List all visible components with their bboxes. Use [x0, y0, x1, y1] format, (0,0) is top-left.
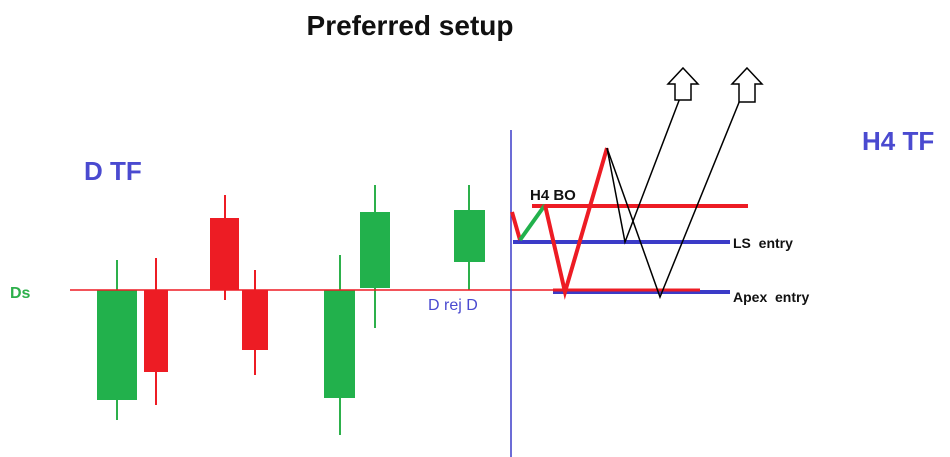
arrow-up	[666, 66, 700, 101]
zigzag-green	[518, 203, 547, 242]
ls-entry-label: LS entry	[733, 235, 793, 251]
apex-entry-label: Apex entry	[733, 289, 809, 305]
zigzag-red	[543, 147, 609, 300]
daily-tf-label: D TF	[84, 156, 142, 186]
h4-tf-label: H4 TF	[862, 126, 934, 156]
d-rej-label: D rej D	[428, 297, 478, 314]
ds-label: Ds	[10, 285, 31, 302]
h4-bo-label: H4 BO	[530, 187, 576, 204]
zigzag-red	[510, 211, 522, 241]
path-ls	[606, 97, 681, 245]
path-apex	[606, 99, 741, 300]
candles	[97, 185, 485, 435]
title: Preferred setup	[307, 10, 514, 41]
arrow-up	[730, 66, 764, 103]
